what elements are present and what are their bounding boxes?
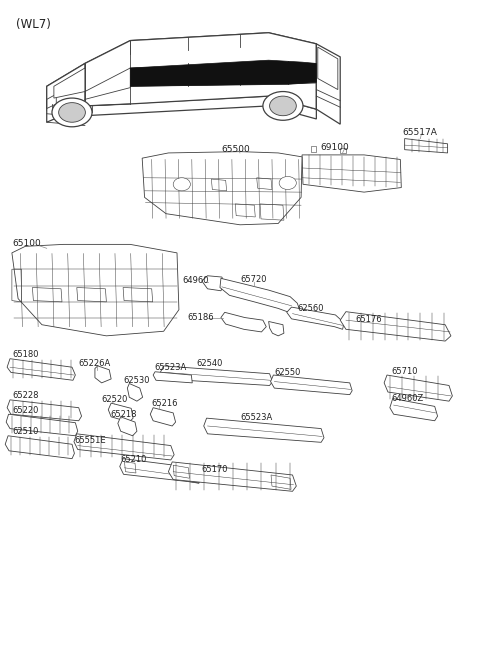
Polygon shape bbox=[271, 375, 352, 395]
Polygon shape bbox=[5, 436, 74, 459]
Text: 65551E: 65551E bbox=[74, 436, 106, 445]
Text: 65210: 65210 bbox=[120, 455, 147, 464]
Text: 65517A: 65517A bbox=[402, 127, 437, 136]
Polygon shape bbox=[287, 307, 344, 329]
Text: 65523A: 65523A bbox=[240, 413, 272, 422]
Text: 65180: 65180 bbox=[12, 350, 38, 359]
Text: 62530: 62530 bbox=[123, 376, 150, 385]
Text: 65523A: 65523A bbox=[154, 363, 186, 372]
Polygon shape bbox=[168, 462, 296, 491]
Polygon shape bbox=[405, 138, 447, 153]
Polygon shape bbox=[95, 366, 111, 383]
Polygon shape bbox=[7, 359, 75, 380]
Polygon shape bbox=[47, 96, 316, 119]
Text: 65100: 65100 bbox=[13, 239, 42, 247]
Polygon shape bbox=[127, 384, 143, 401]
Polygon shape bbox=[390, 399, 438, 420]
Polygon shape bbox=[318, 47, 338, 90]
Text: 65220: 65220 bbox=[12, 407, 38, 415]
Text: 65218: 65218 bbox=[110, 410, 137, 419]
Polygon shape bbox=[316, 44, 340, 124]
Text: 65226A: 65226A bbox=[79, 359, 111, 369]
Polygon shape bbox=[384, 375, 452, 401]
Ellipse shape bbox=[279, 176, 296, 190]
Text: 64960Z: 64960Z bbox=[392, 394, 424, 403]
Polygon shape bbox=[340, 312, 451, 341]
Polygon shape bbox=[204, 418, 324, 442]
Text: 62550: 62550 bbox=[275, 368, 301, 377]
Polygon shape bbox=[74, 434, 174, 460]
Text: 65176: 65176 bbox=[356, 315, 382, 324]
Text: 65228: 65228 bbox=[12, 392, 38, 400]
Text: 65720: 65720 bbox=[240, 275, 266, 284]
Text: 65186: 65186 bbox=[188, 313, 214, 322]
Polygon shape bbox=[54, 68, 85, 98]
Text: 65710: 65710 bbox=[392, 367, 418, 376]
Text: 62520: 62520 bbox=[102, 396, 128, 404]
Polygon shape bbox=[153, 372, 192, 383]
Text: 65500: 65500 bbox=[221, 144, 250, 154]
Polygon shape bbox=[47, 64, 85, 122]
Polygon shape bbox=[47, 54, 130, 106]
Polygon shape bbox=[130, 60, 316, 87]
Text: 69100: 69100 bbox=[320, 143, 349, 152]
Text: 62560: 62560 bbox=[297, 304, 324, 313]
Ellipse shape bbox=[59, 102, 85, 122]
Polygon shape bbox=[6, 414, 78, 436]
Polygon shape bbox=[85, 33, 316, 109]
Text: 65216: 65216 bbox=[151, 400, 178, 408]
Polygon shape bbox=[85, 33, 316, 77]
Ellipse shape bbox=[52, 98, 92, 127]
Text: (WL7): (WL7) bbox=[16, 18, 50, 31]
Polygon shape bbox=[7, 400, 82, 420]
Ellipse shape bbox=[270, 96, 296, 115]
Polygon shape bbox=[142, 152, 302, 225]
Polygon shape bbox=[12, 245, 179, 336]
Ellipse shape bbox=[263, 92, 303, 120]
Text: 64960: 64960 bbox=[183, 276, 209, 285]
Polygon shape bbox=[269, 321, 284, 336]
Polygon shape bbox=[120, 459, 202, 483]
Text: 62510: 62510 bbox=[12, 426, 38, 436]
Polygon shape bbox=[202, 276, 225, 291]
Polygon shape bbox=[220, 278, 300, 314]
Polygon shape bbox=[118, 417, 137, 436]
Polygon shape bbox=[160, 366, 273, 386]
Polygon shape bbox=[221, 312, 266, 332]
Text: 65170: 65170 bbox=[202, 464, 228, 474]
Polygon shape bbox=[150, 407, 176, 426]
Ellipse shape bbox=[173, 178, 191, 191]
Polygon shape bbox=[108, 403, 133, 422]
Polygon shape bbox=[302, 155, 401, 192]
Text: 62540: 62540 bbox=[196, 359, 222, 369]
